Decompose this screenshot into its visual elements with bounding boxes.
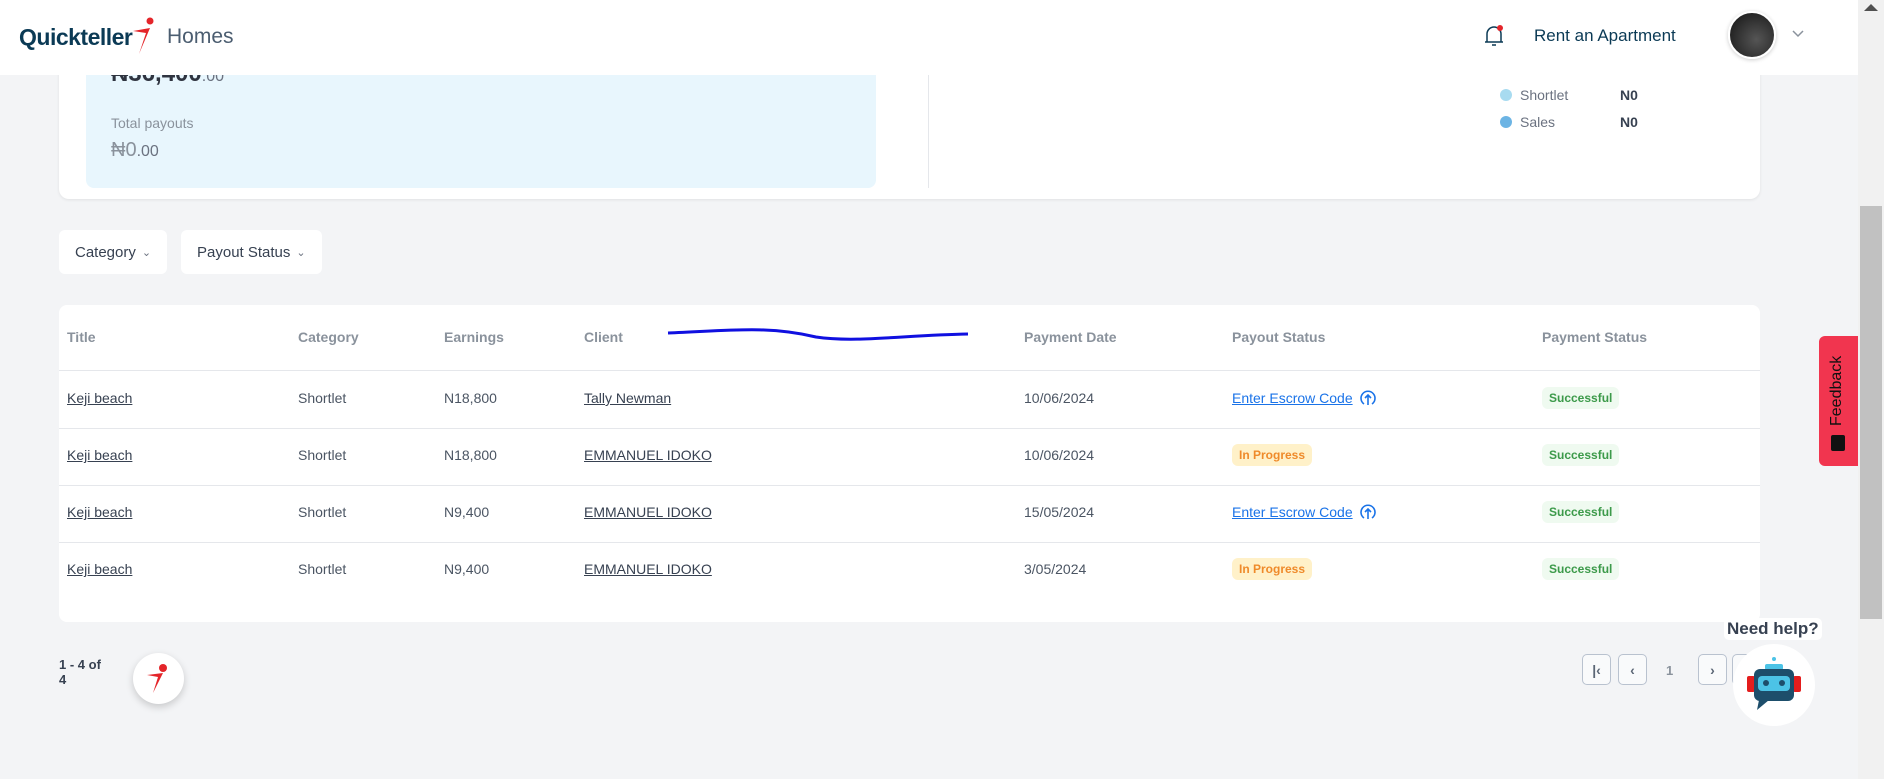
feedback-tab[interactable]: Feedback [1819, 336, 1858, 466]
feedback-icon [1831, 435, 1845, 451]
row-earnings: N18,800 [444, 390, 497, 406]
first-page-button[interactable]: |‹ [1582, 654, 1611, 685]
row-category: Shortlet [298, 390, 347, 406]
row-payment-date: 15/05/2024 [1024, 504, 1095, 520]
sales-dot-icon [1500, 116, 1512, 128]
escrow-link-text: Enter Escrow Code [1232, 504, 1353, 520]
chevron-down-icon: ⌄ [296, 246, 306, 259]
pagination-range-text: 1 - 4 of [59, 657, 101, 672]
feedback-label: Feedback [1828, 355, 1845, 426]
in-progress-badge: In Progress [1232, 558, 1313, 580]
column-header-payment-status: Payment Status [1542, 329, 1648, 345]
divider [928, 40, 929, 188]
row-category: Shortlet [298, 561, 347, 577]
total-payouts-amount: ₦0 [111, 139, 137, 161]
total-payouts-decimals: .00 [136, 143, 159, 160]
row-payment-date: 3/05/2024 [1024, 561, 1087, 577]
redaction-scribble [667, 328, 969, 341]
current-page[interactable]: 1 [1666, 663, 1674, 678]
row-payment-date: 10/06/2024 [1024, 447, 1095, 463]
chevron-down-icon[interactable] [1791, 29, 1805, 39]
category-filter[interactable]: Category ⌄ [59, 230, 168, 274]
column-header-payment-date: Payment Date [1024, 329, 1117, 345]
row-title-link[interactable]: Keji beach [67, 561, 133, 577]
row-title-link[interactable]: Keji beach [67, 447, 133, 463]
legend-sales-label: Sales [1520, 114, 1556, 130]
category-filter-label: Category [75, 243, 136, 261]
row-client-link[interactable]: Tally Newman [584, 390, 672, 406]
column-header-title: Title [67, 329, 96, 345]
enter-escrow-code-link[interactable]: Enter Escrow Code [1232, 389, 1377, 407]
rent-apartment-link[interactable]: Rent an Apartment [1534, 26, 1676, 45]
row-category: Shortlet [298, 447, 347, 463]
payout-status-filter-label: Payout Status [197, 243, 291, 261]
column-header-payout-status: Payout Status [1232, 329, 1326, 345]
upload-arrow-icon [1359, 390, 1376, 405]
column-header-earnings: Earnings [444, 329, 504, 345]
header-divider [59, 370, 1760, 371]
payout-status-filter[interactable]: Payout Status ⌄ [181, 230, 322, 274]
quickteller-logo-icon [133, 17, 154, 54]
in-progress-badge: In Progress [1232, 444, 1313, 466]
column-header-category: Category [298, 329, 359, 345]
quickteller-logo-icon [147, 664, 167, 693]
brand-name: Quickteller [19, 24, 133, 50]
row-category: Shortlet [298, 504, 347, 520]
row-client-link[interactable]: EMMANUEL IDOKO [584, 504, 712, 520]
row-title-link[interactable]: Keji beach [67, 504, 133, 520]
row-earnings: N9,400 [444, 561, 490, 577]
robot-icon [1747, 657, 1801, 710]
total-payouts-label: Total payouts [111, 115, 194, 131]
row-client-link[interactable]: EMMANUEL IDOKO [584, 561, 712, 577]
enter-escrow-code-link[interactable]: Enter Escrow Code [1232, 503, 1377, 521]
avatar[interactable] [1728, 11, 1776, 59]
row-payment-date: 10/06/2024 [1024, 390, 1095, 406]
row-divider [59, 428, 1760, 429]
escrow-link-text: Enter Escrow Code [1232, 390, 1353, 406]
prev-page-button[interactable]: ‹ [1618, 654, 1647, 685]
top-navbar: Quickteller Homes Rent an Apartment [0, 0, 1858, 75]
successful-badge: Successful [1542, 558, 1620, 580]
successful-badge: Successful [1542, 444, 1620, 466]
row-earnings: N9,400 [444, 504, 490, 520]
successful-badge: Successful [1542, 501, 1620, 523]
product-name: Homes [167, 25, 234, 48]
scroll-up-arrow-icon[interactable] [1864, 4, 1878, 11]
pagination-total: 4 [59, 672, 67, 687]
need-help-label: Need help? [1724, 618, 1822, 640]
bell-icon[interactable] [1483, 24, 1505, 48]
legend-shortlet-label: Shortlet [1520, 87, 1569, 103]
payouts-table: Title Category Earnings Client Payment D… [59, 305, 1760, 622]
legend-shortlet-value: N0 [1620, 87, 1638, 103]
legend-sales-value: N0 [1620, 114, 1638, 130]
row-client-link[interactable]: EMMANUEL IDOKO [584, 447, 712, 463]
brand-logo[interactable]: Quickteller [19, 24, 133, 51]
successful-badge: Successful [1542, 387, 1620, 409]
total-payouts-value: ₦0.00 [111, 139, 159, 162]
quickteller-launcher-button[interactable] [133, 653, 184, 704]
row-divider [59, 542, 1760, 543]
upload-arrow-icon [1359, 504, 1376, 519]
row-divider [59, 485, 1760, 486]
pagination-range: 1 - 4 of 4 [59, 657, 101, 687]
shortlet-dot-icon [1500, 89, 1512, 101]
scrollbar-thumb[interactable] [1860, 206, 1882, 619]
chevron-down-icon: ⌄ [141, 246, 152, 259]
row-title-link[interactable]: Keji beach [67, 390, 133, 406]
help-chatbot-button[interactable] [1733, 644, 1815, 726]
next-page-button[interactable]: › [1698, 654, 1727, 685]
row-earnings: N18,800 [444, 447, 497, 463]
column-header-client: Client [584, 329, 623, 345]
